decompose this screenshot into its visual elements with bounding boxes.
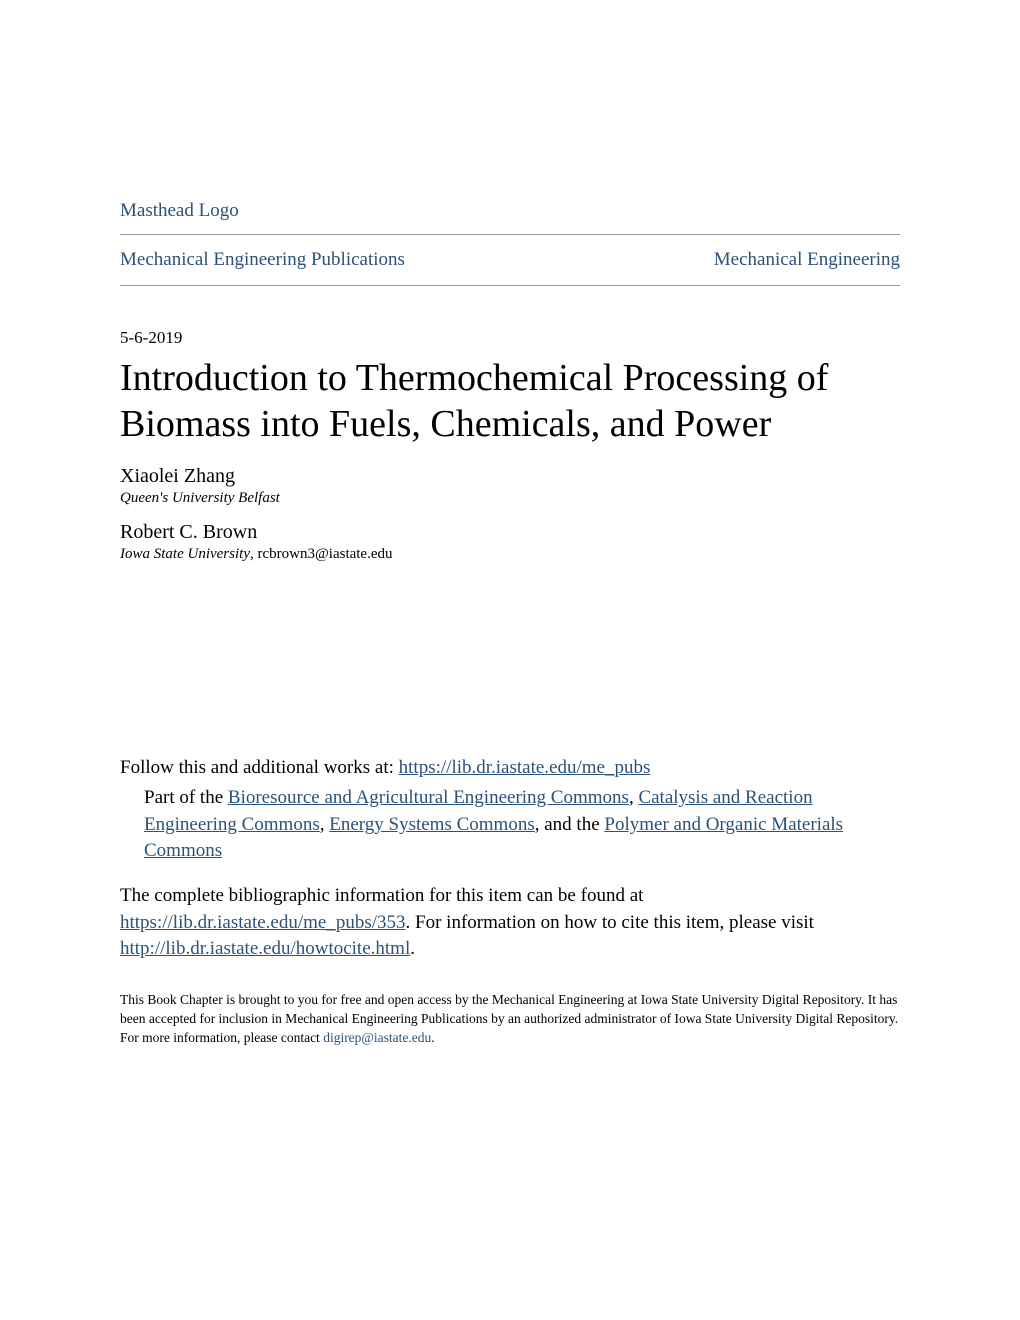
follow-prefix: Follow this and additional works at:	[120, 757, 399, 778]
author-block-1: Xiaolei Zhang Queen's University Belfast	[120, 465, 900, 507]
affiliation-text: Iowa State University	[120, 546, 250, 562]
page-title: Introduction to Thermochemical Processin…	[120, 356, 900, 447]
publication-date: 5-6-2019	[120, 328, 900, 348]
follow-line: Follow this and additional works at: htt…	[120, 757, 900, 779]
part-of-prefix: Part of the	[120, 787, 228, 808]
author-affiliation: Queen's University Belfast	[120, 490, 900, 507]
author-name: Robert C. Brown	[120, 521, 900, 544]
divider-bottom	[120, 285, 900, 286]
footer-body: This Book Chapter is brought to you for …	[120, 992, 898, 1045]
spacer	[120, 577, 900, 757]
sep: , and the	[535, 814, 605, 835]
author-name: Xiaolei Zhang	[120, 465, 900, 488]
biblio-link-2[interactable]: http://lib.dr.iastate.edu/howtocite.html	[120, 938, 410, 959]
commons-link-3[interactable]: Energy Systems Commons	[329, 814, 535, 835]
biblio-text: .	[410, 938, 415, 959]
masthead-logo[interactable]: Masthead Logo	[120, 200, 900, 222]
follow-link[interactable]: https://lib.dr.iastate.edu/me_pubs	[399, 757, 651, 778]
author-affiliation: Iowa State University, rcbrown3@iastate.…	[120, 546, 900, 563]
part-of-block: Part of the Bioresource and Agricultural…	[120, 785, 900, 865]
author-email: , rcbrown3@iastate.edu	[250, 546, 393, 562]
nav-link-department[interactable]: Mechanical Engineering	[714, 249, 900, 271]
biblio-text: The complete bibliographic information f…	[120, 885, 643, 906]
biblio-block: The complete bibliographic information f…	[120, 883, 900, 963]
footer-text: This Book Chapter is brought to you for …	[120, 991, 900, 1048]
sep: ,	[629, 787, 639, 808]
footer-period: .	[431, 1030, 434, 1045]
biblio-link-1[interactable]: https://lib.dr.iastate.edu/me_pubs/353	[120, 912, 406, 933]
nav-row: Mechanical Engineering Publications Mech…	[120, 235, 900, 285]
affiliation-text: Queen's University Belfast	[120, 490, 280, 506]
biblio-text: . For information on how to cite this it…	[406, 912, 814, 933]
footer-contact-link[interactable]: digirep@iastate.edu	[323, 1030, 431, 1045]
author-block-2: Robert C. Brown Iowa State University, r…	[120, 521, 900, 563]
sep: ,	[320, 814, 330, 835]
commons-link-1[interactable]: Bioresource and Agricultural Engineering…	[228, 787, 629, 808]
nav-link-publications[interactable]: Mechanical Engineering Publications	[120, 249, 405, 271]
